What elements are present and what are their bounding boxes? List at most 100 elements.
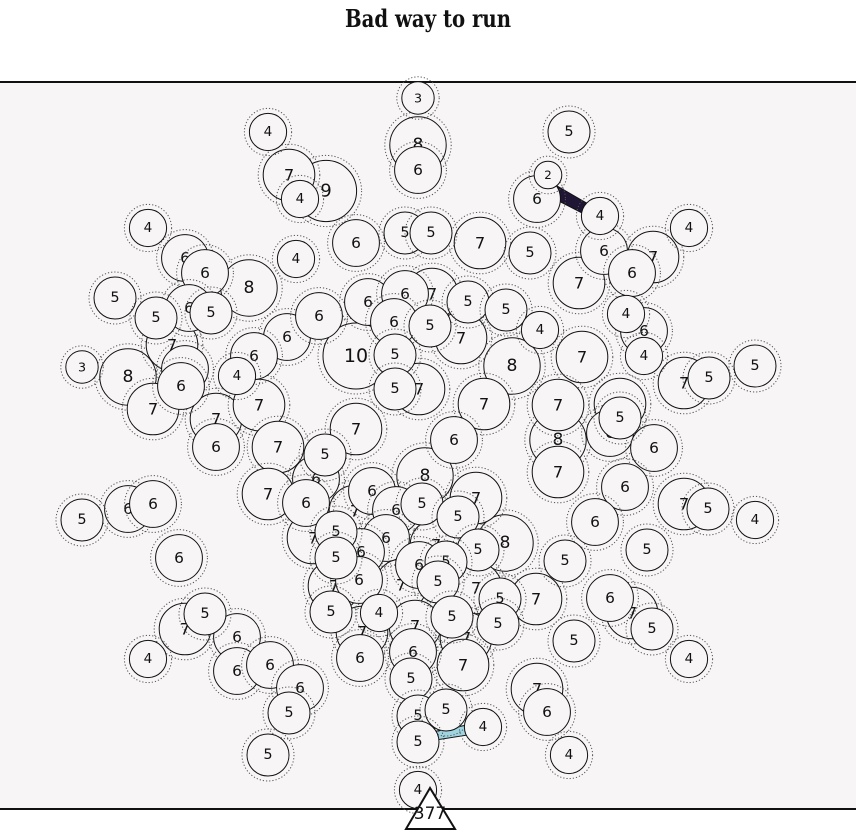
node[interactable]: 5 xyxy=(241,728,295,782)
node[interactable]: 8 xyxy=(478,332,546,400)
node[interactable]: 6 xyxy=(290,287,348,345)
node[interactable]: 4 xyxy=(664,203,714,253)
node[interactable]: 3 xyxy=(60,345,104,389)
node[interactable]: 4 xyxy=(123,634,173,684)
node[interactable]: 5 xyxy=(682,351,736,405)
node[interactable]: 6 xyxy=(425,411,483,469)
node[interactable]: 7 xyxy=(526,373,590,437)
node[interactable]: 5 xyxy=(404,206,458,260)
node[interactable]: 5 xyxy=(184,286,238,340)
node[interactable]: 6 xyxy=(150,529,208,587)
node[interactable]: 7 xyxy=(526,440,590,504)
node[interactable]: 5 xyxy=(411,555,465,609)
node[interactable]: 4 xyxy=(544,730,594,780)
node-halo xyxy=(271,659,329,717)
node[interactable]: 5 xyxy=(419,683,473,737)
node[interactable]: 5 xyxy=(451,523,505,577)
node-value: 6 xyxy=(232,662,242,680)
node[interactable]: 5 xyxy=(391,715,445,769)
node[interactable]: 6 xyxy=(187,418,245,476)
node[interactable]: 4 xyxy=(275,174,325,224)
node[interactable]: 5 xyxy=(55,493,109,547)
node-halo xyxy=(544,730,594,780)
node[interactable]: 7 xyxy=(550,325,614,389)
node-value: 8 xyxy=(500,533,511,553)
node-circle xyxy=(424,688,468,732)
node-value: 5 xyxy=(564,124,573,140)
node-circle xyxy=(624,336,664,376)
node[interactable]: 4 xyxy=(575,191,625,241)
node[interactable]: 5 xyxy=(309,531,363,585)
node-value: 7 xyxy=(167,336,177,355)
node[interactable]: 5 xyxy=(384,652,438,706)
node[interactable]: 7 xyxy=(236,462,300,526)
node[interactable]: 5 xyxy=(542,105,596,159)
node-value: 5 xyxy=(703,501,712,517)
node-halo xyxy=(225,327,283,385)
node[interactable]: 5 xyxy=(538,534,592,588)
node[interactable]: 6 xyxy=(518,683,576,741)
node[interactable]: 5 xyxy=(547,614,601,668)
node-circle xyxy=(630,424,678,472)
node[interactable]: 4 xyxy=(354,588,404,638)
node[interactable]: 7 xyxy=(452,372,516,436)
node[interactable]: 5 xyxy=(620,523,674,577)
node[interactable]: 4 xyxy=(123,203,173,253)
node[interactable]: 4 xyxy=(271,234,321,284)
node[interactable]: 4 xyxy=(458,702,508,752)
node[interactable]: 6 xyxy=(277,474,335,532)
node-value: 5 xyxy=(425,318,434,334)
node[interactable]: 5 xyxy=(728,339,782,393)
start-hub[interactable]: 377 xyxy=(404,786,457,830)
node[interactable]: 5 xyxy=(88,271,142,325)
node[interactable]: 6 xyxy=(152,357,210,415)
node[interactable]: 2 xyxy=(528,155,568,195)
node[interactable]: 4 xyxy=(243,107,293,157)
node-value: 6 xyxy=(354,571,364,589)
node[interactable]: 6 xyxy=(603,244,661,302)
node[interactable]: 6 xyxy=(389,141,447,199)
node[interactable]: 4 xyxy=(664,634,714,684)
node[interactable]: 5 xyxy=(625,602,679,656)
node-halo xyxy=(241,728,295,782)
node[interactable]: 5 xyxy=(503,226,557,280)
node[interactable]: 4 xyxy=(730,495,780,545)
node-circle xyxy=(686,487,730,531)
node[interactable]: 5 xyxy=(593,391,647,445)
node[interactable]: 5 xyxy=(304,585,358,639)
node[interactable]: 4 xyxy=(601,289,651,339)
node[interactable]: 3 xyxy=(396,76,440,120)
node-circle xyxy=(329,402,383,456)
node[interactable]: 5 xyxy=(681,482,735,536)
node[interactable]: 4 xyxy=(515,305,565,355)
node-value: 6 xyxy=(413,161,423,179)
node-value: 5 xyxy=(284,705,293,721)
node[interactable]: 5 xyxy=(298,428,352,482)
node-halo xyxy=(123,634,173,684)
node[interactable]: 5 xyxy=(178,587,232,641)
node[interactable]: 6 xyxy=(596,458,654,516)
node-value: 7 xyxy=(351,420,361,439)
node[interactable]: 5 xyxy=(471,597,525,651)
node[interactable]: 5 xyxy=(431,490,485,544)
node[interactable]: 6 xyxy=(327,214,385,272)
node[interactable]: 6 xyxy=(581,569,639,627)
node-circle xyxy=(396,720,440,764)
node[interactable]: 7 xyxy=(448,211,512,275)
node[interactable]: 6 xyxy=(625,419,683,477)
node[interactable]: 4 xyxy=(212,351,262,401)
node-circle xyxy=(533,160,563,190)
node[interactable]: 6 xyxy=(124,475,182,533)
node[interactable]: 5 xyxy=(403,299,457,353)
node[interactable]: 6 xyxy=(566,493,624,551)
node[interactable]: 6 xyxy=(331,629,389,687)
node[interactable]: 5 xyxy=(129,291,183,345)
node[interactable]: 5 xyxy=(262,686,316,740)
node[interactable]: 5 xyxy=(368,362,422,416)
node-value: 5 xyxy=(406,671,415,687)
node-halo xyxy=(277,474,335,532)
node-value: 5 xyxy=(525,245,534,261)
node[interactable]: 4 xyxy=(619,331,669,381)
node-value: 7 xyxy=(627,604,637,623)
node-circle xyxy=(128,208,168,248)
